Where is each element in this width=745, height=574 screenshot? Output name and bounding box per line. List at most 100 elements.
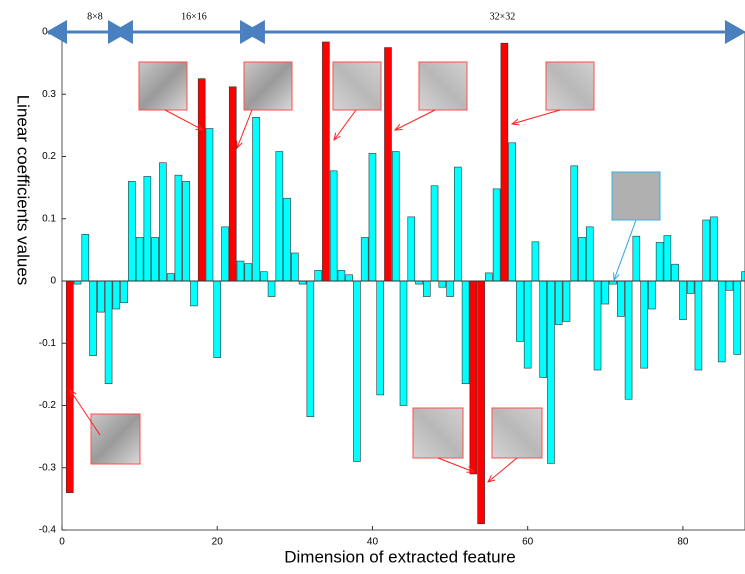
- bar: [547, 280, 555, 464]
- bar: [640, 280, 648, 369]
- thumbnail: [90, 413, 141, 465]
- thumbnail: [412, 407, 464, 459]
- bar: [578, 237, 586, 282]
- y-tick-label: 0.2: [42, 151, 56, 162]
- bar: [151, 237, 159, 282]
- bar: [182, 181, 190, 282]
- bar: [500, 42, 509, 282]
- thumbnail: [491, 407, 543, 459]
- bar: [694, 280, 703, 371]
- arrow: [70, 390, 101, 436]
- bar: [120, 280, 128, 304]
- bar: [306, 280, 315, 418]
- bar: [213, 280, 222, 358]
- bar: [252, 116, 260, 282]
- bar: [671, 263, 679, 282]
- bar: [267, 280, 276, 297]
- bar: [741, 271, 745, 282]
- bar: [477, 280, 485, 525]
- bar: [104, 280, 113, 385]
- bar: [283, 197, 291, 282]
- bar: [376, 280, 385, 396]
- bar: [562, 280, 571, 322]
- bar: [345, 274, 353, 282]
- bar: [733, 280, 742, 355]
- bar: [314, 270, 322, 282]
- bar: [601, 280, 610, 305]
- bar: [407, 216, 416, 282]
- bar: [174, 174, 183, 282]
- bar: [166, 273, 175, 282]
- bar: [624, 280, 633, 400]
- bar: [516, 280, 524, 342]
- bar: [663, 235, 672, 282]
- bar: [461, 280, 470, 385]
- bar: [539, 280, 547, 378]
- bar: [593, 280, 602, 371]
- bar: [135, 237, 144, 282]
- bar: [725, 280, 734, 291]
- thumbnail: [418, 61, 468, 111]
- bar: [632, 235, 641, 282]
- y-tick-label: -0.2: [39, 400, 57, 411]
- bar: [159, 162, 167, 282]
- range-label: 8×8: [87, 11, 103, 22]
- bar: [523, 280, 532, 369]
- y-tick-label: 0.3: [42, 89, 56, 100]
- bar: [469, 280, 478, 475]
- y-tick-label: -0.1: [39, 338, 57, 349]
- x-axis-label: Dimension of extracted feature: [284, 547, 516, 566]
- bar: [686, 280, 695, 294]
- bar: [205, 128, 214, 282]
- bar: [190, 280, 198, 307]
- bar: [446, 280, 454, 297]
- y-axis-label: Linear coefficients values: [14, 95, 33, 286]
- range-label: 16×16: [181, 11, 207, 22]
- thumbnail: [545, 61, 595, 111]
- bar: [260, 271, 268, 282]
- bar: [399, 280, 408, 406]
- bar: [554, 280, 563, 325]
- bar: [617, 280, 625, 317]
- bar: [128, 181, 136, 282]
- bar: [143, 176, 152, 282]
- bar: [228, 86, 237, 282]
- y-tick-label: -0.3: [39, 462, 57, 473]
- x-tick-label: 20: [212, 537, 224, 548]
- y-tick-label: 0: [50, 276, 56, 287]
- x-tick-label: 60: [522, 537, 534, 548]
- bar: [585, 226, 594, 282]
- x-tick-label: 40: [367, 537, 379, 548]
- bar: [570, 165, 579, 282]
- bar: [353, 280, 361, 462]
- x-tick-label: 80: [677, 537, 689, 548]
- arrow: [437, 457, 474, 472]
- bar: [360, 237, 369, 282]
- bar: [384, 47, 392, 282]
- bar: [422, 280, 431, 297]
- arrow: [164, 109, 203, 130]
- bar: [89, 280, 97, 356]
- bar: [492, 188, 501, 282]
- bar: [197, 78, 206, 282]
- arrow: [512, 109, 561, 124]
- bar: [508, 142, 516, 282]
- bar: [655, 242, 664, 282]
- bar: [702, 219, 710, 282]
- bar: [710, 216, 718, 282]
- bar: [81, 234, 90, 282]
- bar: [97, 280, 105, 313]
- arrow: [488, 457, 518, 482]
- bar: [337, 270, 346, 282]
- thumbnail: [243, 61, 293, 111]
- bar: [391, 151, 400, 282]
- bar: [438, 280, 447, 288]
- bar: [717, 280, 726, 363]
- bar: [329, 170, 338, 282]
- bar: [368, 153, 377, 282]
- bar: [485, 272, 493, 282]
- arrow: [395, 109, 436, 130]
- bar: [322, 41, 330, 282]
- y-tick-label: -0.4: [39, 525, 57, 536]
